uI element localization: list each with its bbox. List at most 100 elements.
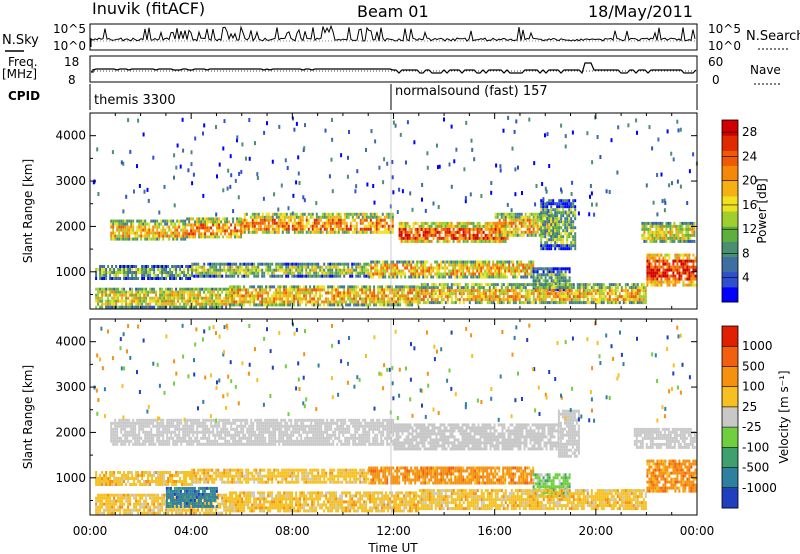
velocity-band-3 xyxy=(633,427,696,449)
velocity-cbar-swatch-7 xyxy=(722,346,738,367)
power-cbar-tick-6: 28 xyxy=(722,125,757,139)
velocity-band-8 xyxy=(646,459,697,493)
velocity-band-4 xyxy=(95,471,194,486)
power-band-0 xyxy=(110,219,187,241)
velocity-band-12 xyxy=(418,489,647,511)
power-cbar-swatch-8 xyxy=(722,165,738,182)
velocity-cbar-swatch-2 xyxy=(722,447,738,468)
velocity-cbar-swatch-0 xyxy=(722,487,738,509)
power-y-tick-3: 4000 xyxy=(55,129,697,143)
velocity-band-5 xyxy=(191,468,370,484)
power-panel: 1000 2000 3000 4000 Slant Range [km] 4 8 12 16… xyxy=(21,112,769,310)
power-cbar-tick-4: 20 xyxy=(722,174,757,188)
nsky-panel: N.Sky 10^5 10^0 10^5 10^0 N.Search xyxy=(2,22,800,53)
power-cbar-swatch-1 xyxy=(722,271,738,288)
nsky-line xyxy=(90,24,696,47)
nave-label: Nave xyxy=(750,63,781,77)
power-cbar-swatch-6 xyxy=(722,195,738,212)
velocity-y-tick-1: 2000 xyxy=(55,425,697,439)
power-cbar-swatch-4 xyxy=(722,226,738,242)
velocity-cbar-tick-7: -1000 xyxy=(722,481,777,495)
nsky-tick-top: 10^5 xyxy=(53,22,86,36)
power-band-2 xyxy=(241,212,394,234)
velocity-cbar-tick-6: -500 xyxy=(722,461,769,475)
velocity-x-tick-0: 00:00 xyxy=(73,319,107,538)
power-band-13 xyxy=(229,285,420,307)
station-title: Inuvik (fitACF) xyxy=(92,0,205,18)
nsearch-tick-bottom: 10^0 xyxy=(708,39,741,53)
velocity-y-tick-0: 1000 xyxy=(55,471,697,485)
velocity-cbar-swatch-8 xyxy=(722,326,738,347)
velocity-x-tick-6: 00:00 xyxy=(680,319,714,538)
power-band-8 xyxy=(191,262,370,278)
power-band-9 xyxy=(368,260,535,279)
velocity-ylabel: Slant Range [km] xyxy=(21,365,35,469)
beam-title: Beam 01 xyxy=(357,2,429,21)
power-band-1 xyxy=(186,217,243,239)
power-y-tick-0: 1000 xyxy=(55,265,697,279)
power-y-tick-1: 2000 xyxy=(55,219,697,233)
velocity-band-1 xyxy=(393,423,560,451)
power-cbar-swatch-9 xyxy=(722,150,738,166)
nave-tick-bottom: 0 xyxy=(712,73,720,87)
velocity-cbar-tick-2: 100 xyxy=(722,380,765,394)
cpid-panel: CPID themis 3300 normalsound (fast) 157 xyxy=(8,84,698,110)
power-band-6 xyxy=(641,221,696,243)
velocity-band-10 xyxy=(165,486,218,508)
freq-label: Freq. xyxy=(8,55,38,69)
cpid-segment-0: themis 3300 xyxy=(94,93,176,108)
power-ylabel: Slant Range [km] xyxy=(21,159,35,263)
velocity-cbar-tick-5: -100 xyxy=(722,440,769,454)
power-band-5 xyxy=(540,199,577,251)
velocity-y-tick-3: 4000 xyxy=(55,335,697,349)
velocity-y-tick-2: 3000 xyxy=(55,380,697,394)
freq-line xyxy=(91,62,697,75)
power-cbar-label: Power [dB] xyxy=(755,178,769,243)
power-cbar-swatch-5 xyxy=(722,211,738,227)
freq-tick-top: 18 xyxy=(64,55,79,69)
velocity-band-11 xyxy=(229,491,420,513)
velocity-cbar-label: Velocity [m s⁻¹] xyxy=(777,370,791,463)
power-cbar-swatch-2 xyxy=(722,256,738,273)
velocity-cbar-tick-4: -25 xyxy=(722,420,762,434)
cpid-label: CPID xyxy=(8,89,40,103)
velocity-band-2 xyxy=(557,409,580,458)
velocity-x-tick-5: 20:00 xyxy=(579,319,613,538)
power-band-3 xyxy=(398,221,509,243)
power-cbar-tick-3: 16 xyxy=(722,198,757,212)
power-y-tick-2: 3000 xyxy=(55,174,697,188)
velocity-cbar-tick-3: 25 xyxy=(722,400,757,414)
velocity-x-tick-1: 04:00 xyxy=(174,319,208,538)
velocity-x-tick-3: 12:00 xyxy=(376,319,411,538)
freq-unit: [MHz] xyxy=(2,67,37,81)
power-band-12 xyxy=(95,287,232,309)
power-cbar-swatch-7 xyxy=(722,180,738,197)
power-cbar-tick-0: 4 xyxy=(722,271,750,285)
freq-panel: Freq. [MHz] 18 8 60 0 Nave xyxy=(2,55,781,87)
power-cbar-swatch-11 xyxy=(722,120,738,136)
power-cbar-swatch-10 xyxy=(722,135,738,151)
velocity-cbar-swatch-3 xyxy=(722,427,738,448)
power-cbar-swatch-3 xyxy=(722,241,738,257)
power-band-14 xyxy=(418,283,647,305)
nave-tick-top: 60 xyxy=(708,55,723,69)
nsky-label: N.Sky xyxy=(2,33,39,48)
power-cbar-swatch-0 xyxy=(722,286,738,303)
velocity-cbar-tick-1: 500 xyxy=(722,359,765,373)
velocity-scatter xyxy=(93,321,691,423)
velocity-band-6 xyxy=(368,466,535,485)
power-band-11 xyxy=(646,253,697,287)
date-title: 18/May/2011 xyxy=(588,2,693,21)
velocity-x-tick-2: 08:00 xyxy=(275,319,310,538)
nsearch-tick-top: 10^5 xyxy=(708,22,741,36)
nsky-tick-bottom: 10^0 xyxy=(53,39,86,53)
velocity-cbar-swatch-1 xyxy=(722,467,738,489)
power-band-4 xyxy=(494,212,557,237)
nsearch-label: N.Search xyxy=(746,29,800,44)
power-cbar-tick-2: 12 xyxy=(722,222,757,236)
velocity-cbar-swatch-5 xyxy=(722,386,738,408)
power-cbar-tick-5: 24 xyxy=(722,149,757,163)
velocity-x-tick-4: 16:00 xyxy=(477,319,512,538)
